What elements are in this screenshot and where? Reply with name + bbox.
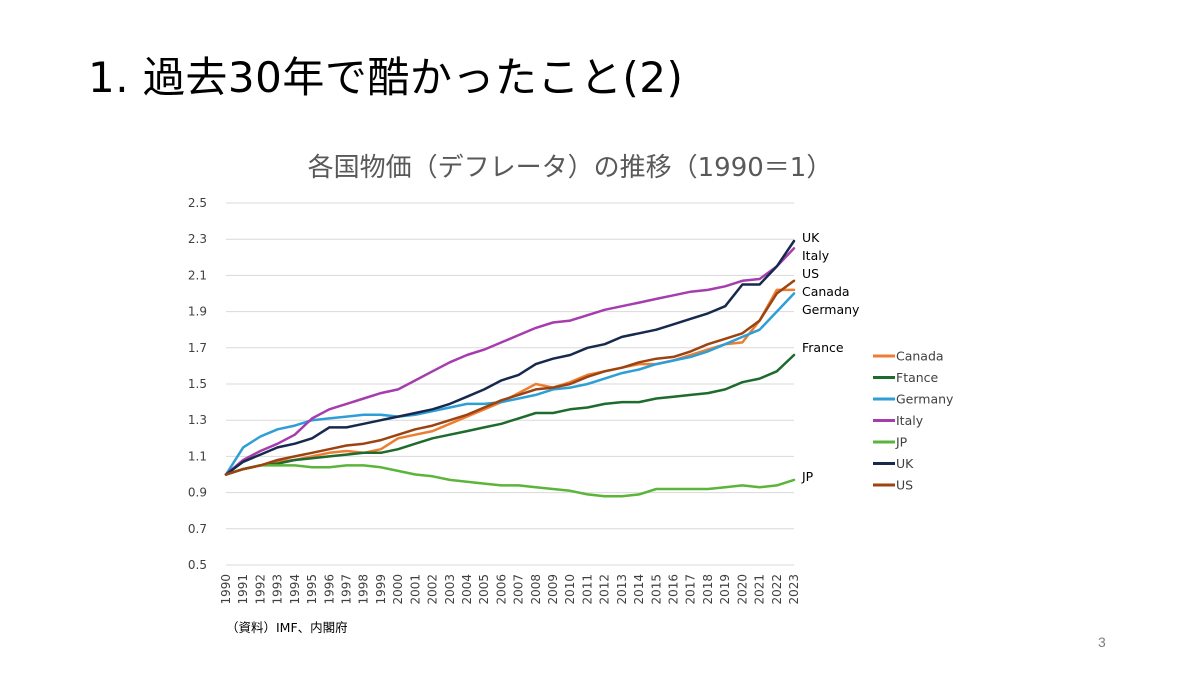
x-tick-label: 2016 bbox=[667, 574, 681, 605]
series-line-uk bbox=[224, 239, 796, 476]
x-tick-label: 2023 bbox=[787, 574, 801, 605]
x-tick-label: 2006 bbox=[494, 574, 508, 605]
x-tick-label: 1993 bbox=[271, 574, 285, 605]
gridlines bbox=[226, 202, 794, 566]
x-tick-label: 2002 bbox=[426, 574, 440, 605]
y-tick-label: 0.9 bbox=[188, 486, 207, 500]
x-tick-label: 1995 bbox=[305, 574, 319, 605]
x-tick-label: 2005 bbox=[477, 574, 491, 605]
series-line-france bbox=[224, 353, 796, 476]
slide-title: 1. 過去30年で酷かったこと(2) bbox=[88, 53, 684, 102]
series-line-canada bbox=[224, 288, 796, 476]
x-tick-label: 1991 bbox=[236, 574, 250, 605]
y-tick-label: 2.1 bbox=[188, 268, 207, 282]
legend-label-us: US bbox=[896, 478, 913, 493]
x-tick-label: 2008 bbox=[529, 574, 543, 605]
x-tick-label: 2022 bbox=[770, 574, 784, 605]
series-line-germany bbox=[224, 292, 796, 476]
x-tick-label: 2020 bbox=[735, 574, 749, 605]
x-tick-label: 1990 bbox=[219, 574, 233, 605]
x-tick-label: 2007 bbox=[512, 574, 526, 605]
x-tick-label: 2018 bbox=[701, 574, 715, 605]
legend-label-germany: Germany bbox=[896, 392, 954, 407]
x-tick-label: 1998 bbox=[357, 574, 371, 605]
x-tick-label: 2004 bbox=[460, 574, 474, 605]
y-tick-label: 1.3 bbox=[188, 413, 207, 427]
x-tick-label: 2009 bbox=[546, 574, 560, 605]
legend-label-france: Ftance bbox=[896, 370, 939, 385]
end-labels: Canada France Germany Italy JP UK US bbox=[801, 230, 860, 484]
end-label-uk: UK bbox=[802, 230, 820, 245]
x-tick-label: 2015 bbox=[649, 574, 663, 605]
series-lines bbox=[224, 239, 796, 498]
end-label-france: France bbox=[802, 340, 844, 355]
y-tick-label: 0.7 bbox=[188, 522, 207, 536]
x-tick-label: 2012 bbox=[598, 574, 612, 605]
y-tick-label: 0.5 bbox=[188, 558, 207, 572]
series-line-jp bbox=[224, 464, 796, 498]
y-tick-label: 1.5 bbox=[188, 377, 207, 391]
end-label-canada: Canada bbox=[802, 284, 850, 299]
series-line-us bbox=[224, 279, 796, 476]
y-tick-label: 2.5 bbox=[188, 196, 207, 210]
x-tick-label: 2003 bbox=[443, 574, 457, 605]
x-tick-label: 1999 bbox=[374, 574, 388, 605]
x-tick-label: 1992 bbox=[253, 574, 267, 605]
y-tick-label: 1.7 bbox=[188, 341, 207, 355]
x-tick-label: 2013 bbox=[615, 574, 629, 605]
x-tick-label: 2014 bbox=[632, 574, 646, 605]
chart-title: 各国物価（デフレータ）の推移（1990＝1） bbox=[308, 153, 833, 183]
x-tick-label: 2011 bbox=[580, 574, 594, 605]
series-line-italy bbox=[224, 247, 796, 476]
legend-label-jp: JP bbox=[895, 435, 908, 450]
x-tick-label: 2010 bbox=[563, 574, 577, 605]
x-tick-label: 1994 bbox=[288, 574, 302, 605]
end-label-us: US bbox=[802, 266, 819, 281]
x-tick-label: 2000 bbox=[391, 574, 405, 605]
page-number: 3 bbox=[1098, 634, 1106, 650]
legend-label-uk: UK bbox=[896, 456, 914, 471]
x-tick-label: 2017 bbox=[684, 574, 698, 605]
x-tick-label: 1996 bbox=[322, 574, 336, 605]
end-label-jp: JP bbox=[801, 469, 814, 484]
x-tick-label: 2021 bbox=[753, 574, 767, 605]
legend-label-canada: Canada bbox=[896, 349, 944, 364]
source-note: （資料）IMF、内閣府 bbox=[226, 620, 348, 635]
x-tick-label: 2001 bbox=[408, 574, 422, 605]
y-tick-label: 1.1 bbox=[188, 449, 207, 463]
y-tick-label: 2.3 bbox=[188, 232, 207, 246]
x-tick-label: 1997 bbox=[339, 574, 353, 605]
legend: Canada Ftance Germany Italy JP UK US bbox=[873, 349, 954, 493]
x-tick-label: 2019 bbox=[718, 574, 732, 605]
end-label-germany: Germany bbox=[802, 302, 860, 317]
end-label-italy: Italy bbox=[802, 248, 830, 263]
y-tick-label: 1.9 bbox=[188, 305, 207, 319]
legend-label-italy: Italy bbox=[896, 413, 924, 428]
